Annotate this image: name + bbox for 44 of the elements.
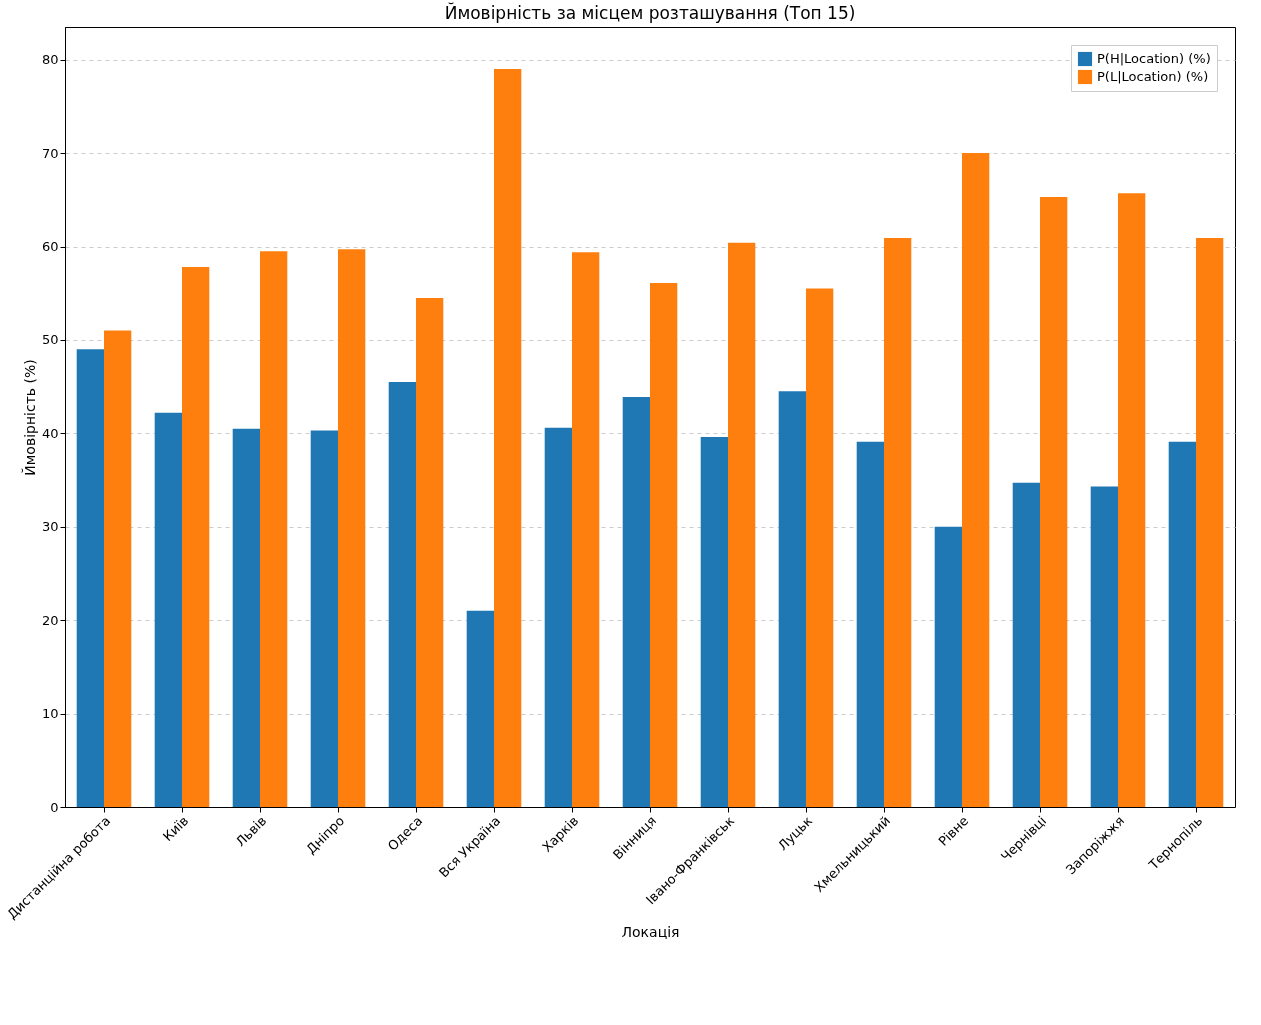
y-tick-label: 80 <box>41 52 59 68</box>
y-tick-label: 70 <box>41 145 59 161</box>
bar <box>388 381 416 807</box>
bar <box>338 249 366 807</box>
bar <box>1090 486 1118 807</box>
bar <box>962 153 990 807</box>
bar <box>884 238 912 807</box>
legend-label: P(L|Location) (%) <box>1097 69 1209 84</box>
legend-label: P(H|Location) (%) <box>1097 51 1211 66</box>
bar <box>728 242 756 807</box>
bar <box>1196 238 1224 807</box>
bar <box>104 330 132 807</box>
bar <box>650 282 678 807</box>
bar <box>494 69 522 807</box>
bar <box>700 437 728 807</box>
bar <box>260 251 288 807</box>
x-axis-title: Локація <box>621 923 680 940</box>
bar <box>934 526 962 807</box>
bar <box>232 428 260 807</box>
bar <box>182 267 210 807</box>
y-axis-title: Ймовірність (%) <box>20 359 38 476</box>
y-tick-label: 10 <box>41 706 59 722</box>
bar <box>778 391 806 807</box>
bar <box>572 252 600 807</box>
bar <box>1012 482 1040 807</box>
bar <box>1118 193 1146 807</box>
bar <box>416 297 444 807</box>
bar <box>544 427 572 807</box>
bar <box>1168 441 1196 807</box>
bar <box>466 610 494 807</box>
bar <box>856 441 884 807</box>
bar <box>310 430 338 807</box>
bar <box>76 349 104 807</box>
bar <box>622 396 650 807</box>
y-tick-label: 50 <box>41 332 59 348</box>
bar <box>1040 197 1068 807</box>
y-tick-label: 40 <box>41 425 59 441</box>
bar <box>806 288 834 807</box>
y-tick-label: 30 <box>41 519 59 535</box>
bar <box>154 412 182 807</box>
y-tick-label: 0 <box>50 799 59 815</box>
y-tick-label: 20 <box>41 612 59 628</box>
y-tick-label: 60 <box>41 239 59 255</box>
chart-title: Ймовірність за місцем розташування (Топ 15) <box>444 2 856 23</box>
